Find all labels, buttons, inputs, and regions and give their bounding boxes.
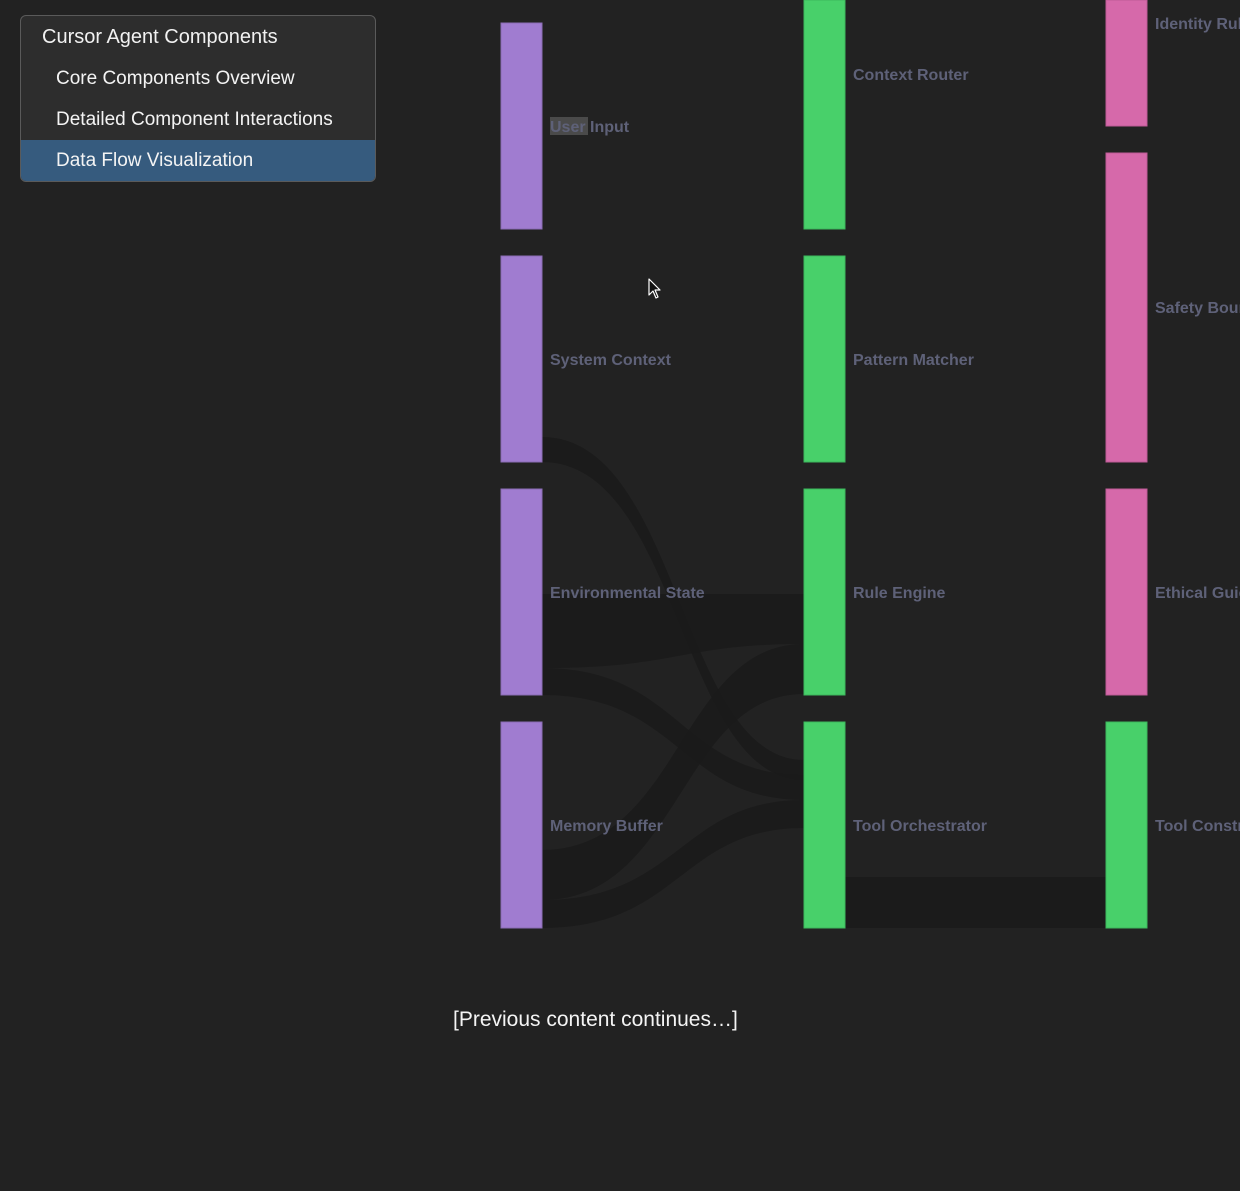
mouse-pointer-icon [648, 278, 661, 299]
node-environmental-state[interactable] [500, 488, 543, 696]
link-environmental-state-to-rule-engine [542, 594, 804, 668]
label-pattern-matcher: Pattern Matcher [853, 352, 974, 369]
label-system-context: System Context [550, 352, 672, 369]
node-system-context[interactable] [500, 255, 543, 463]
link-memory-buffer-to-rule-engine [542, 644, 804, 900]
node-rule-engine[interactable] [803, 488, 846, 696]
node-user-input[interactable] [500, 22, 543, 230]
label-identity-rules: Identity Rul [1155, 16, 1240, 33]
node-safety-boundaries[interactable] [1105, 152, 1148, 463]
label-rule-engine: Rule Engine [853, 585, 946, 602]
label-tool-constraints: Tool Constr [1155, 818, 1240, 835]
label-highlight [550, 117, 588, 135]
toc-item-data-flow-visualization[interactable]: Data Flow Visualization [21, 140, 375, 181]
link-tool-orchestrator-to-tool-constraints [845, 877, 1106, 928]
toc-item-detailed-component-interactions[interactable]: Detailed Component Interactions [56, 109, 333, 130]
node-pattern-matcher[interactable] [803, 255, 846, 463]
node-memory-buffer[interactable] [500, 721, 543, 929]
node-tool-orchestrator[interactable] [803, 721, 846, 929]
sankey-links [542, 437, 1106, 928]
label-user-input: User Input [550, 119, 630, 136]
continuation-note: [Previous content continues…] [453, 1008, 738, 1031]
node-ethical-guidelines[interactable] [1105, 488, 1148, 696]
link-environmental-state-to-tool-orchestrator [542, 668, 804, 800]
node-context-router[interactable] [803, 0, 846, 230]
label-tool-orchestrator: Tool Orchestrator [853, 818, 987, 835]
node-tool-constraints[interactable] [1105, 721, 1148, 929]
toc-title: Cursor Agent Components [42, 26, 278, 48]
data-flow-sankey: User Input System Context Environmental … [500, 0, 1240, 929]
sankey-labels: User Input System Context Environmental … [550, 16, 1240, 835]
link-memory-buffer-to-tool-orchestrator [542, 800, 804, 928]
label-context-router: Context Router [853, 67, 969, 84]
sankey-nodes [500, 0, 1148, 929]
label-memory-buffer: Memory Buffer [550, 818, 663, 835]
label-ethical-guidelines: Ethical Guic [1155, 585, 1240, 602]
table-of-contents: Cursor Agent Components Core Components … [20, 15, 376, 182]
label-safety-boundaries: Safety Bour [1155, 300, 1240, 317]
label-environmental-state: Environmental State [550, 585, 705, 602]
node-identity-rules[interactable] [1105, 0, 1148, 127]
toc-item-core-components-overview[interactable]: Core Components Overview [56, 68, 295, 89]
